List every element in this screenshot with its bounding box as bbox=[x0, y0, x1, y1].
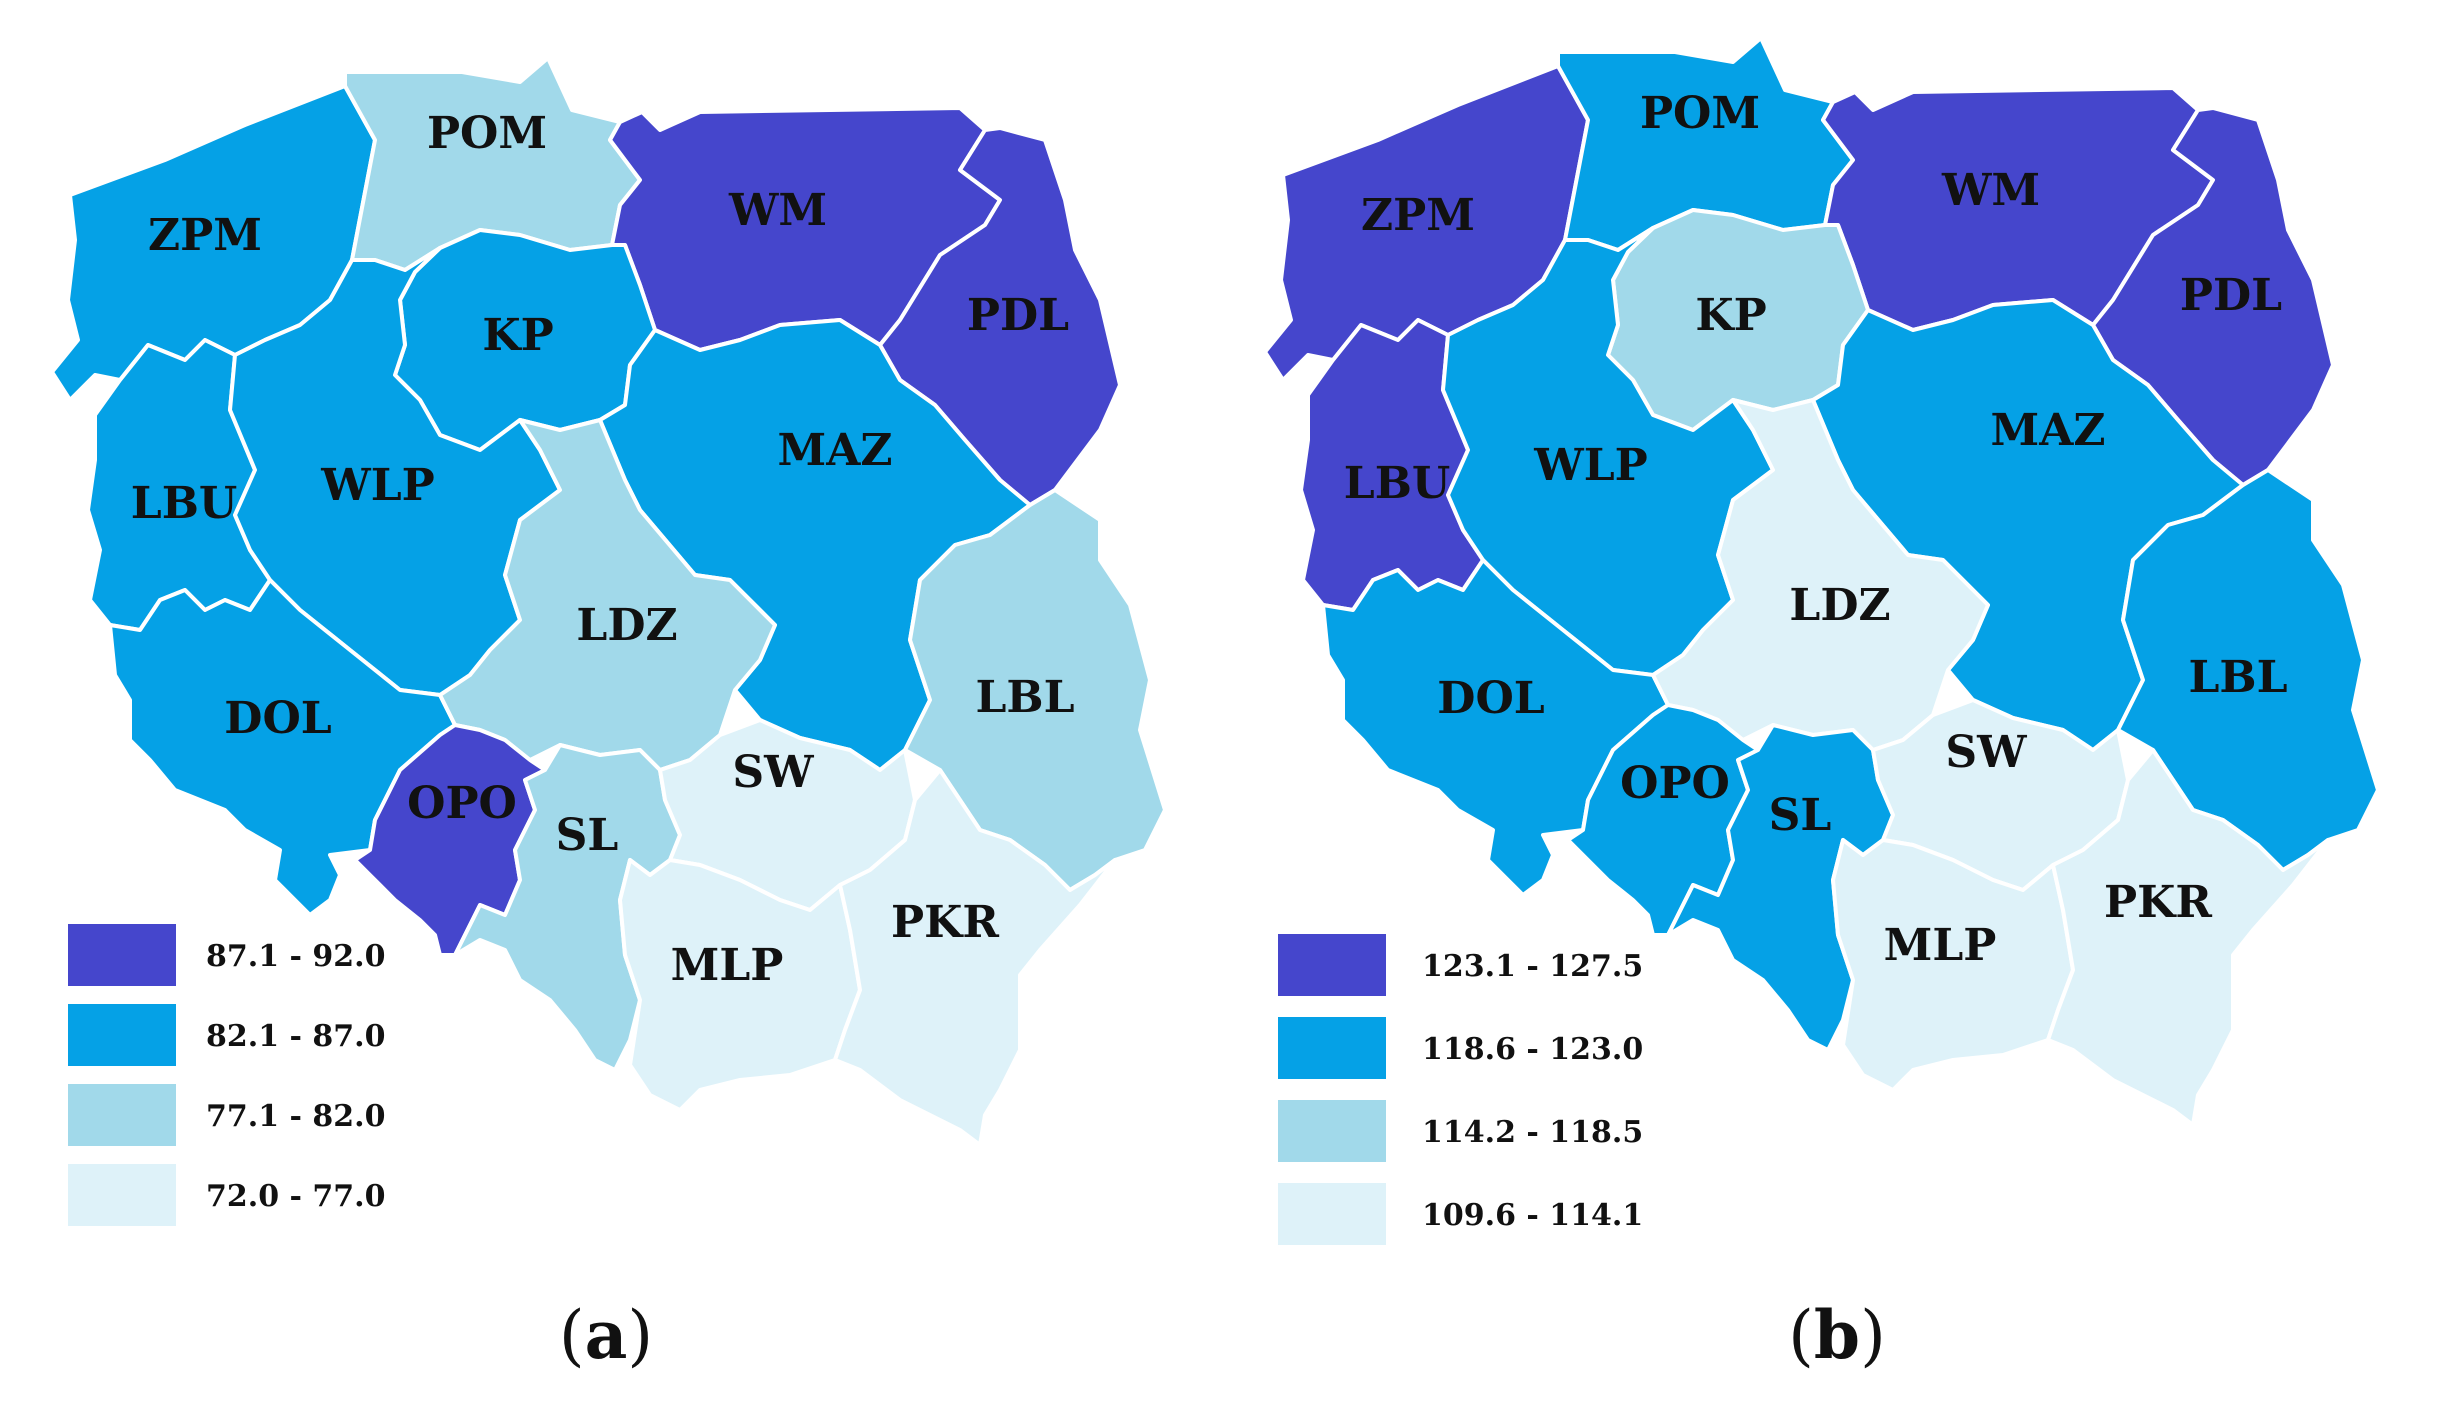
panel-label-b: (b) bbox=[1788, 1296, 1886, 1374]
legend-label: 118.6 - 123.0 bbox=[1422, 1032, 1643, 1067]
legend-b: 123.1 - 127.5 118.6 - 123.0 114.2 - 118.5 1… bbox=[1278, 934, 1643, 1245]
region-label-dol: DOL bbox=[1437, 673, 1544, 724]
region-label-pkr: PKR bbox=[891, 897, 999, 948]
region-label-lbu: LBU bbox=[1344, 458, 1451, 509]
region-label-kp: KP bbox=[1695, 290, 1766, 341]
region-label-pkr: PKR bbox=[2104, 877, 2212, 928]
region-label-wm: WM bbox=[1941, 165, 2040, 216]
legend-swatch bbox=[68, 1004, 176, 1066]
region-label-lbl: LBL bbox=[2188, 652, 2287, 703]
legend-swatch bbox=[68, 1164, 176, 1226]
region-label-opo: OPO bbox=[407, 778, 517, 829]
legend-swatch bbox=[1278, 1017, 1386, 1079]
region-label-maz: MAZ bbox=[778, 425, 893, 476]
legend-label: 109.6 - 114.1 bbox=[1422, 1198, 1643, 1233]
region-label-wlp: WLP bbox=[1533, 440, 1647, 491]
legend-label: 87.1 - 92.0 bbox=[206, 939, 385, 974]
region-label-wlp: WLP bbox=[320, 460, 434, 511]
legend-label: 77.1 - 82.0 bbox=[206, 1099, 385, 1134]
legend-label: 72.0 - 77.0 bbox=[206, 1179, 385, 1214]
legend-swatch bbox=[68, 924, 176, 986]
legend-label: 123.1 - 127.5 bbox=[1422, 949, 1643, 984]
legend-swatch bbox=[1278, 1183, 1386, 1245]
region-label-ldz: LDZ bbox=[576, 600, 677, 651]
region-label-wm: WM bbox=[728, 185, 827, 236]
region-label-sw: SW bbox=[1945, 727, 2027, 778]
region-label-lbu: LBU bbox=[131, 478, 238, 529]
region-label-pdl: PDL bbox=[967, 290, 1069, 341]
legend-swatch bbox=[68, 1084, 176, 1146]
region-label-dol: DOL bbox=[224, 693, 331, 744]
region-label-pom: POM bbox=[1640, 88, 1760, 139]
region-pkr bbox=[2046, 748, 2330, 1127]
region-label-maz: MAZ bbox=[1991, 405, 2106, 456]
region-label-sl: SL bbox=[1769, 790, 1832, 841]
region-mlp bbox=[618, 858, 862, 1112]
region-label-pdl: PDL bbox=[2180, 270, 2282, 321]
legend-a: 87.1 - 92.0 82.1 - 87.0 77.1 - 82.0 72.0 - … bbox=[68, 924, 385, 1226]
region-label-opo: OPO bbox=[1620, 758, 1730, 809]
region-label-zpm: ZPM bbox=[1361, 190, 1475, 241]
region-mlp bbox=[1831, 838, 2075, 1092]
legend-label: 114.2 - 118.5 bbox=[1422, 1115, 1643, 1150]
legend-swatch bbox=[1278, 1100, 1386, 1162]
region-label-ldz: LDZ bbox=[1789, 580, 1890, 631]
region-label-kp: KP bbox=[482, 310, 553, 361]
map-panel-a: ZPM POM WM PDL LBU KP WLP MAZ DOL LDZ LBL OPO SL SW ML… bbox=[50, 56, 1167, 1147]
legend-swatch bbox=[1278, 934, 1386, 996]
region-label-sl: SL bbox=[556, 810, 619, 861]
region-label-mlp: MLP bbox=[1884, 920, 1997, 971]
region-pkr bbox=[833, 768, 1117, 1147]
region-label-zpm: ZPM bbox=[148, 210, 262, 261]
region-label-mlp: MLP bbox=[671, 940, 784, 991]
panel-label-a: (a) bbox=[559, 1296, 653, 1374]
map-panel-b: ZPM POM WM PDL LBU KP WLP MAZ DOL LDZ LBL OPO SL SW ML… bbox=[1263, 36, 2380, 1127]
region-label-sw: SW bbox=[732, 747, 814, 798]
region-label-lbl: LBL bbox=[975, 672, 1074, 723]
legend-label: 82.1 - 87.0 bbox=[206, 1019, 385, 1054]
region-label-pom: POM bbox=[427, 108, 547, 159]
